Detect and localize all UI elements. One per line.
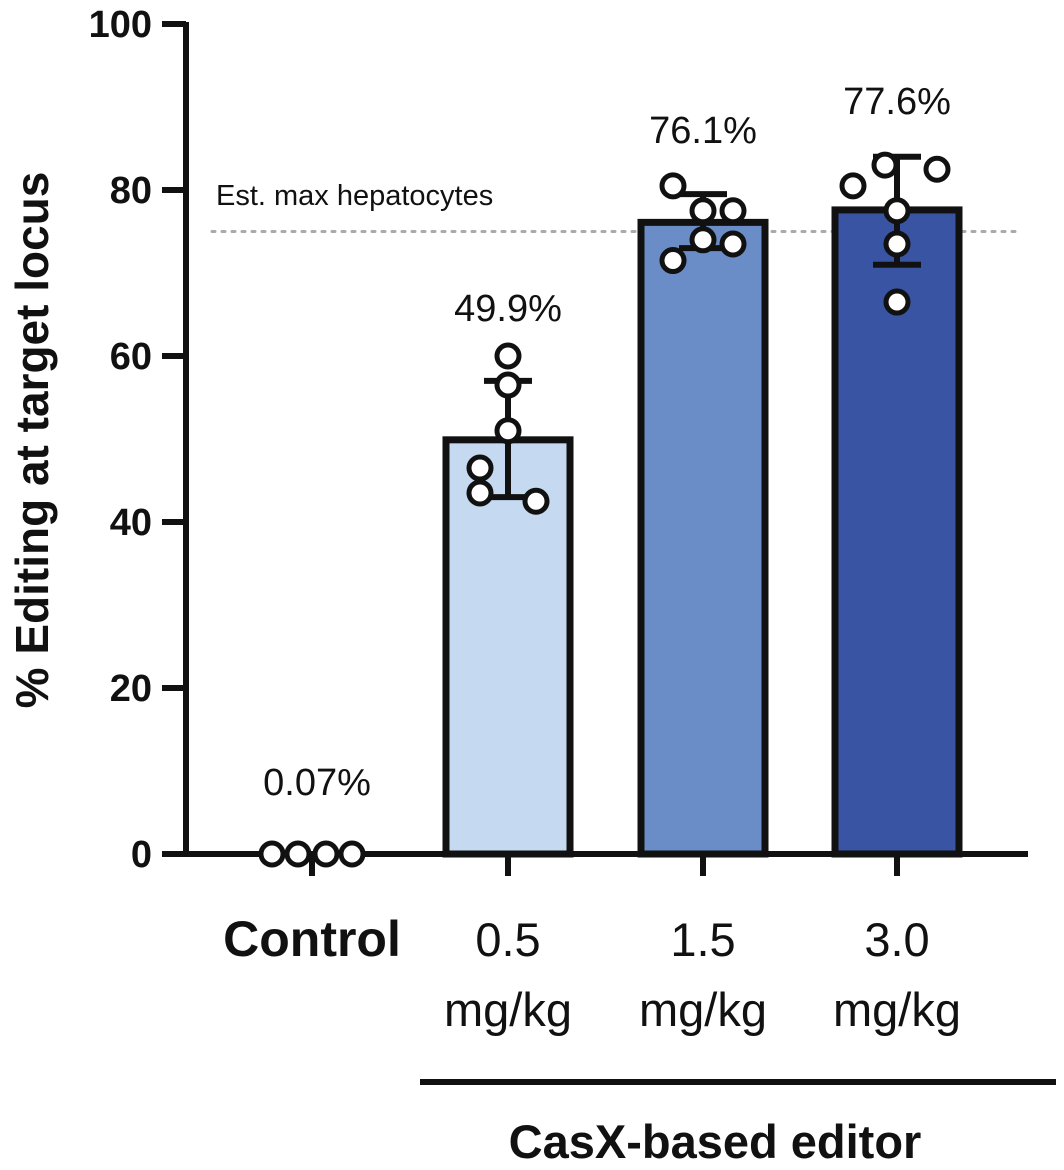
y-tick-label: 60 [110, 336, 152, 378]
reference-line-label: Est. max hepatocytes [216, 180, 493, 212]
category-label: mg/kg [833, 983, 961, 1036]
category-label: mg/kg [444, 983, 572, 1036]
value-label: 0.07% [263, 762, 371, 804]
data-point [719, 230, 747, 258]
y-axis-title: % Editing at target locus [6, 172, 58, 709]
bar [637, 218, 769, 858]
data-point [258, 840, 286, 868]
data-point [839, 172, 867, 200]
data-point [719, 197, 747, 225]
labels: 0.07% 49.9% 76.1% 77.6% Control 0.5 mg/kg 1.5 mg… [223, 81, 1056, 1168]
data-point [466, 454, 494, 482]
data-point [689, 197, 717, 225]
y-tick-label: 40 [110, 502, 152, 544]
value-label: 76.1% [649, 110, 757, 152]
y-tick-label: 0 [131, 834, 152, 876]
category-label: 0.5 [475, 913, 540, 966]
data-point [659, 172, 687, 200]
data-point [883, 197, 911, 225]
category-label: mg/kg [639, 983, 767, 1036]
data-point [659, 247, 687, 275]
data-point [494, 417, 522, 445]
data-point [689, 226, 717, 254]
bars [258, 151, 963, 868]
category-label: Control [223, 911, 401, 967]
data-point [494, 371, 522, 399]
data-point [883, 230, 911, 258]
category-label: 1.5 [670, 913, 735, 966]
y-tick-label: 100 [89, 4, 152, 46]
y-tick-label: 20 [110, 668, 152, 710]
data-point [494, 342, 522, 370]
bar [831, 206, 963, 858]
data-point [883, 288, 911, 316]
data-point [466, 479, 494, 507]
group-label: CasX-based editor [509, 1115, 922, 1168]
category-label: 3.0 [864, 913, 929, 966]
bar [442, 436, 574, 858]
data-point [312, 840, 340, 868]
y-tick-label: 80 [110, 170, 152, 212]
value-label: 49.9% [454, 288, 562, 330]
value-label: 77.6% [843, 81, 951, 123]
data-point [522, 487, 550, 515]
data-point [923, 155, 951, 183]
data-point [871, 151, 899, 179]
data-point [284, 840, 312, 868]
data-point [338, 840, 366, 868]
